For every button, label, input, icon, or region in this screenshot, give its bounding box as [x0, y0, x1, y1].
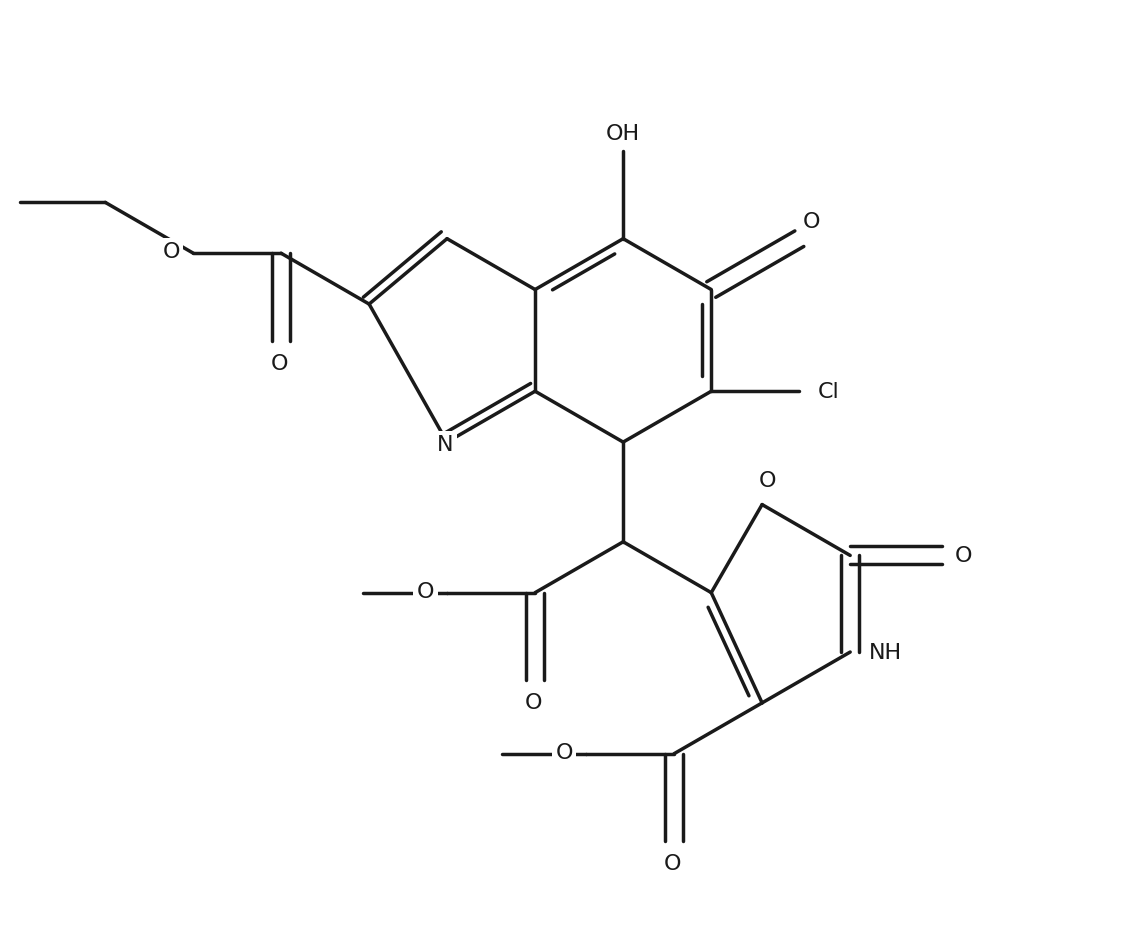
Text: O: O [803, 211, 820, 231]
Text: O: O [163, 242, 180, 261]
Text: O: O [758, 470, 776, 490]
Text: OH: OH [606, 124, 641, 143]
Text: O: O [270, 353, 287, 374]
Text: O: O [555, 742, 573, 762]
Text: O: O [524, 693, 541, 713]
Text: O: O [663, 853, 681, 873]
Text: O: O [417, 582, 434, 601]
Text: O: O [955, 546, 972, 565]
Text: Cl: Cl [819, 381, 840, 402]
Text: N: N [437, 434, 454, 455]
Text: NH: NH [869, 642, 902, 663]
